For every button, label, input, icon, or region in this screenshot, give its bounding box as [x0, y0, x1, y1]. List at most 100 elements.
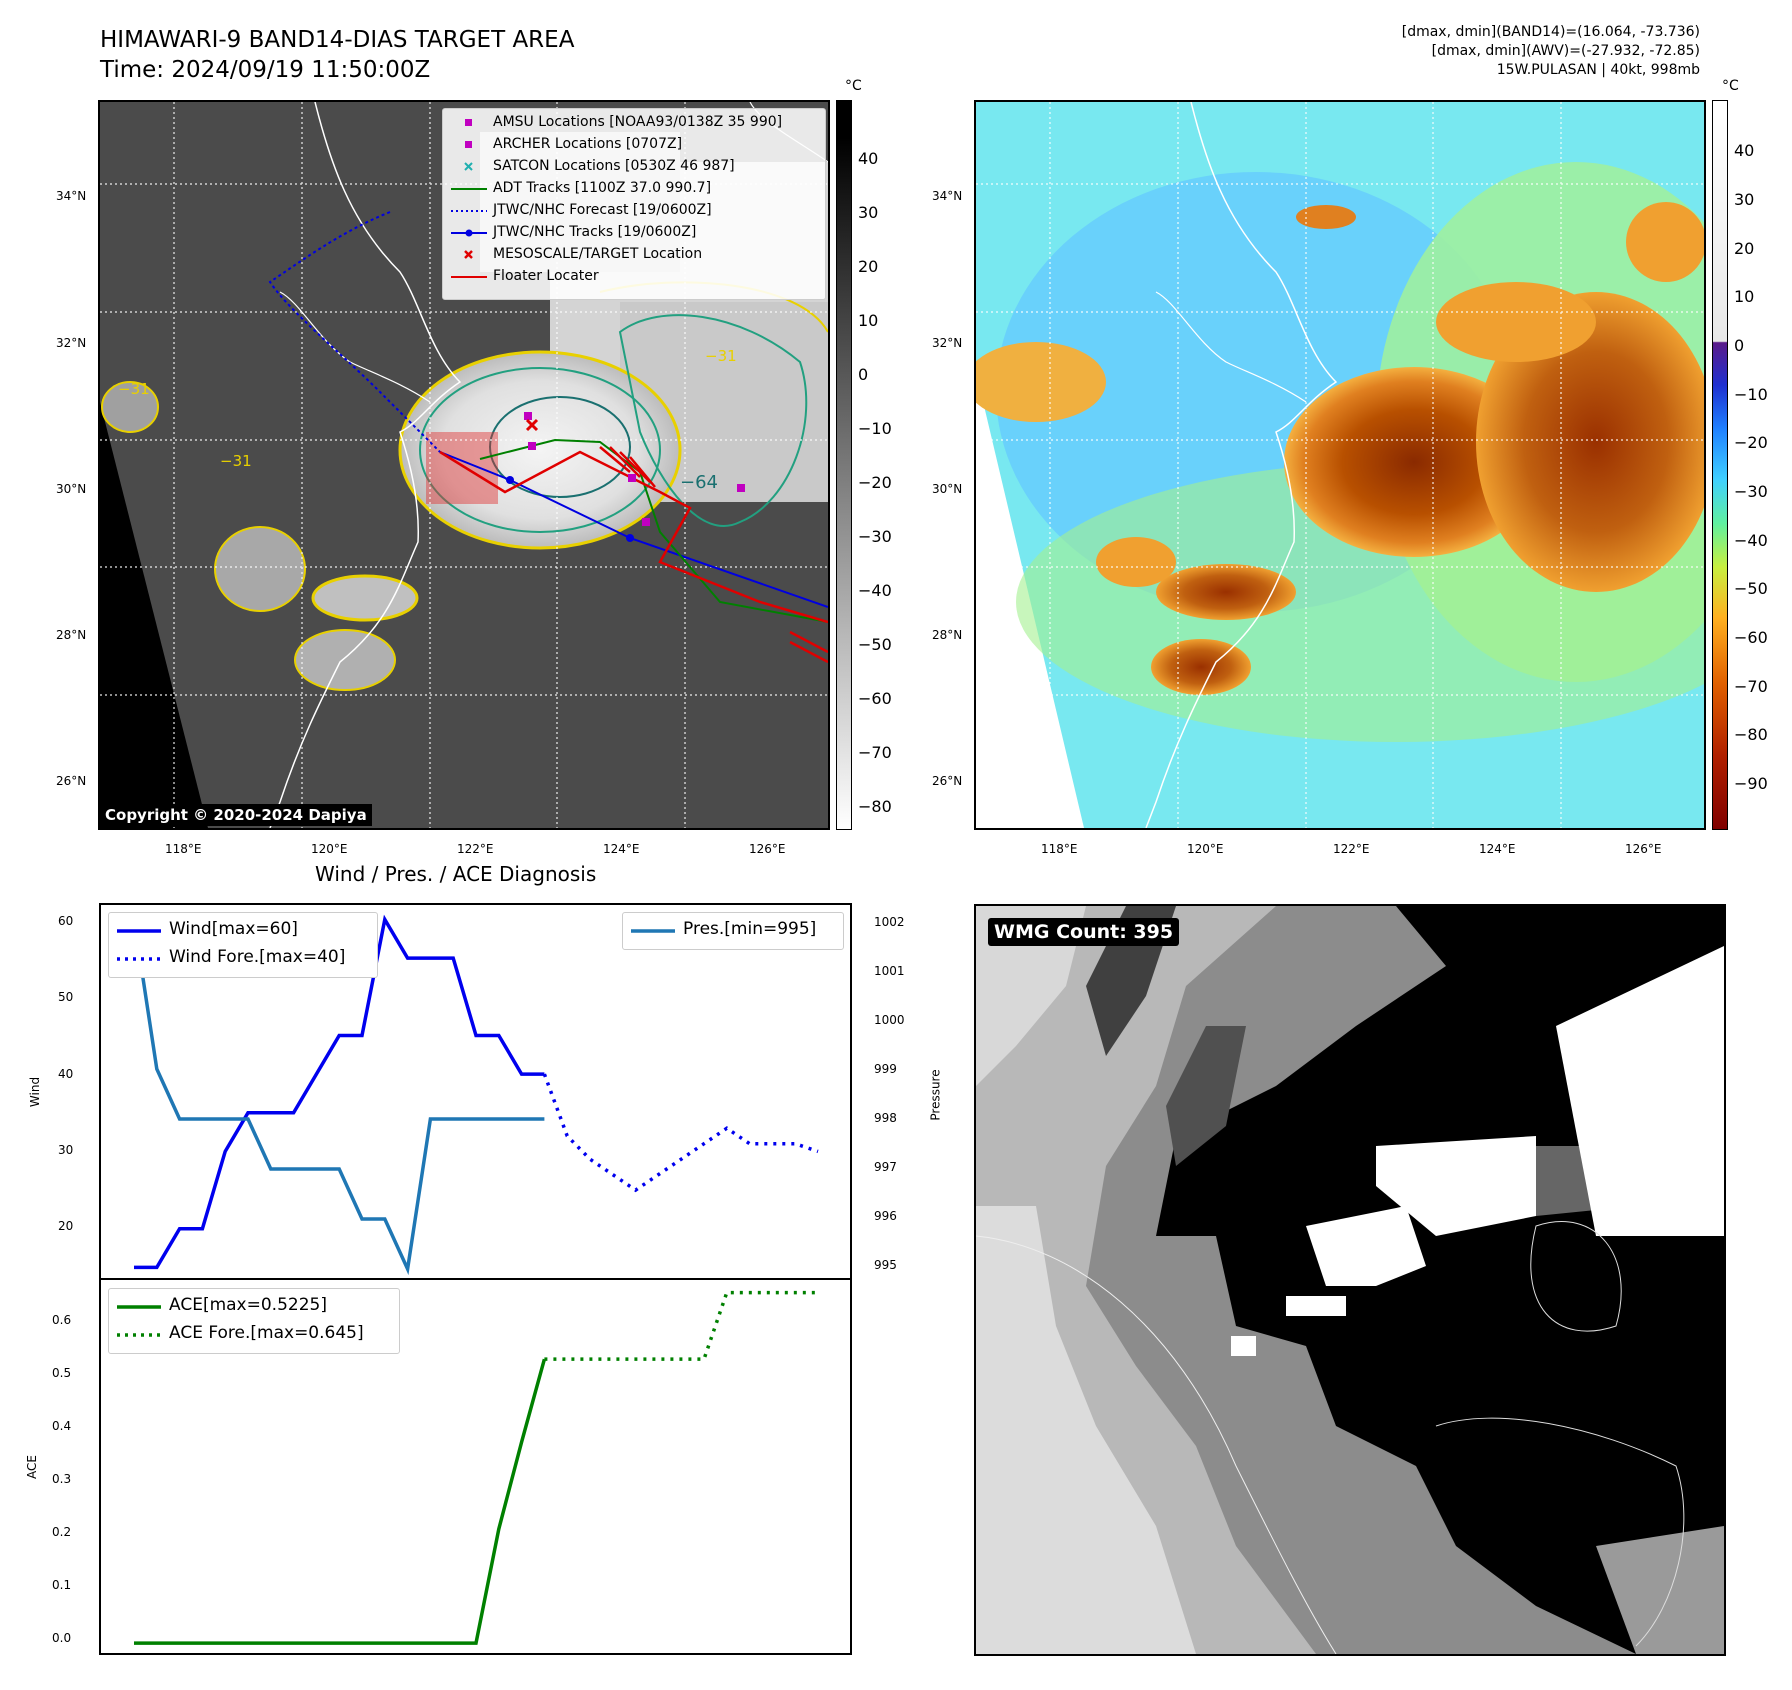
lat-label: 34°N — [56, 189, 87, 203]
lon-label: 124°E — [603, 842, 640, 856]
storm-info: 15W.PULASAN | 40kt, 998mb — [1496, 62, 1700, 78]
legend-item-amsu: AMSU Locations [NOAA93/0138Z 35 990] — [443, 111, 823, 133]
ace-tick: 0.1 — [52, 1578, 72, 1592]
lat-label: 26°N — [56, 774, 87, 788]
lat-label: 32°N — [932, 336, 963, 350]
lat-label: 32°N — [56, 336, 87, 350]
ace-tick: 0.2 — [52, 1525, 72, 1539]
ace-tick: 0.3 — [52, 1472, 72, 1486]
lat-label: 30°N — [932, 482, 963, 496]
diagnosis-title: Wind / Pres. / ACE Diagnosis — [315, 862, 597, 886]
wind-tick: 60 — [58, 914, 74, 928]
wind-tick: 50 — [58, 990, 74, 1004]
lon-label: 126°E — [749, 842, 786, 856]
figure-title: HIMAWARI-9 BAND14-DIAS TARGET AREA — [100, 27, 575, 53]
pressure-axis-label: Pressure — [928, 1069, 943, 1121]
lon-label: 122°E — [1333, 842, 1370, 856]
contour-label-4: −31 — [705, 347, 737, 365]
pressure-tick: 999 — [874, 1062, 897, 1076]
colorbar-tick: 10 — [858, 311, 879, 330]
colorbar-tick: −90 — [1734, 774, 1768, 793]
legend-item-target: MESOSCALE/TARGET Location — [443, 243, 823, 265]
copyright-label: Copyright © 2020-2024 Dapiya — [100, 804, 372, 826]
legend-item-forecast: JTWC/NHC Forecast [19/0600Z] — [451, 202, 712, 218]
ace-fore-legend-label: ACE Fore.[max=0.645] — [169, 1323, 364, 1343]
legend-item-archer: ARCHER Locations [0707Z] — [443, 133, 823, 155]
colorbar-tick: −10 — [858, 419, 892, 438]
colorbar-tick: 0 — [858, 365, 869, 384]
colorbar-tick: −60 — [1734, 628, 1768, 647]
pressure-legend: Pres.[min=995] — [622, 912, 844, 950]
lon-label: 118°E — [165, 842, 202, 856]
wmg-panel: WMG Count: 395 — [974, 904, 1726, 1656]
colorbar-tick: 20 — [1734, 239, 1755, 258]
pressure-tick: 996 — [874, 1209, 897, 1223]
colorbar-tick: 40 — [858, 149, 879, 168]
awv-range: [dmax, dmin](AWV)=(-27.932, -72.85) — [1431, 43, 1700, 59]
lat-label: 28°N — [56, 628, 87, 642]
wmg-image — [976, 906, 1724, 1654]
colorbar-tick: −40 — [858, 581, 892, 600]
colorbar-left — [836, 100, 852, 830]
wind-legend-label: Wind[max=60] — [169, 919, 298, 939]
colorbar-tick: 30 — [1734, 190, 1755, 209]
pressure-tick: 1001 — [874, 964, 905, 978]
band14-range: [dmax, dmin](BAND14)=(16.064, -73.736) — [1401, 24, 1700, 40]
colorbar-unit-left: °C — [845, 78, 862, 94]
lon-label: 124°E — [1479, 842, 1516, 856]
contour-label-1: −31 — [220, 452, 252, 470]
lat-label: 34°N — [932, 189, 963, 203]
colorbar-tick: −20 — [1734, 433, 1768, 452]
colorbar-tick: −60 — [858, 689, 892, 708]
colorbar-tick: 30 — [858, 203, 879, 222]
colorbar-right — [1712, 100, 1728, 830]
legend-item-floater: Floater Locater — [451, 268, 599, 284]
ace-plot-frame — [99, 1278, 852, 1655]
figure-time: Time: 2024/09/19 11:50:00Z — [100, 57, 431, 83]
lat-label: 26°N — [932, 774, 963, 788]
pressure-tick: 995 — [874, 1258, 897, 1272]
lon-label: 120°E — [1187, 842, 1224, 856]
colorbar-tick: −50 — [858, 635, 892, 654]
colorbar-tick: −10 — [1734, 385, 1768, 404]
diagnosis-chart — [99, 903, 852, 1655]
series-line-1 — [542, 1073, 819, 1193]
colorbar-tick: 40 — [1734, 141, 1755, 160]
wind-tick: 20 — [58, 1219, 74, 1233]
colorbar-tick: 10 — [1734, 287, 1755, 306]
legend-item-tracks: JTWC/NHC Tracks [19/0600Z] — [443, 221, 823, 243]
lon-label: 118°E — [1041, 842, 1078, 856]
colorbar-tick: −70 — [858, 743, 892, 762]
colorbar-tick: −80 — [858, 797, 892, 816]
ace-legend-label: ACE[max=0.5225] — [169, 1295, 327, 1315]
lon-label: 122°E — [457, 842, 494, 856]
ace-tick: 0.4 — [52, 1419, 72, 1433]
ace-tick: 0.5 — [52, 1366, 72, 1380]
contour-label-2: −31 — [118, 380, 150, 398]
ace-tick: 0.6 — [52, 1313, 72, 1327]
pressure-tick: 997 — [874, 1160, 897, 1174]
awv-map-image — [976, 102, 1704, 828]
colorbar-tick: −30 — [1734, 482, 1768, 501]
ace-axis-label: ACE — [24, 1455, 39, 1479]
ace-series-line-0 — [134, 1358, 547, 1645]
awv-map-panel — [974, 100, 1706, 830]
map-legend: AMSU Locations [NOAA93/0138Z 35 990] ARC… — [442, 108, 826, 300]
wind-tick: 30 — [58, 1143, 74, 1157]
wind-axis-label: Wind — [28, 1076, 43, 1108]
colorbar-tick: −80 — [1734, 725, 1768, 744]
wmg-count-badge: WMG Count: 395 — [988, 918, 1180, 946]
ir-map-panel: −31 −31 −64 −31 AMSU Locations [NOAA93/0… — [98, 100, 830, 830]
ace-tick: 0.0 — [52, 1631, 72, 1645]
colorbar-tick: −40 — [1734, 531, 1768, 550]
colorbar-tick: −50 — [1734, 579, 1768, 598]
series-line-0 — [134, 914, 545, 1270]
contour-label-3: −64 — [680, 472, 718, 493]
colorbar-tick: −70 — [1734, 677, 1768, 696]
pressure-tick: 998 — [874, 1111, 897, 1125]
legend-item-satcon: SATCON Locations [0530Z 46 987] — [443, 155, 823, 177]
lon-label: 120°E — [311, 842, 348, 856]
legend-item-adt: ADT Tracks [1100Z 37.0 990.7] — [451, 180, 712, 196]
pressure-tick: 1000 — [874, 1013, 905, 1027]
lat-label: 30°N — [56, 482, 87, 496]
